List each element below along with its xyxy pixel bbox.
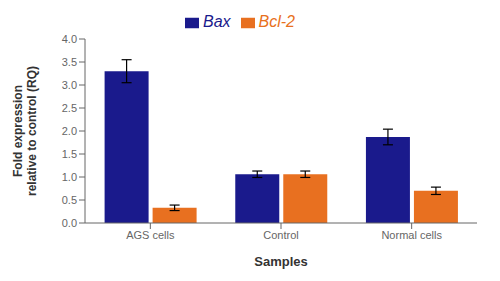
svg-text:Samples: Samples [254, 254, 307, 269]
html-text:Bax: Bax [203, 13, 231, 30]
svg-text:2.5: 2.5 [62, 102, 77, 114]
svg-text:3.5: 3.5 [62, 56, 77, 68]
svg-text:AGS cells: AGS cells [126, 229, 175, 241]
svg-text:4.0: 4.0 [62, 33, 77, 45]
svg-text:0.0: 0.0 [62, 217, 77, 229]
html-text:Bcl-2: Bcl-2 [258, 13, 295, 30]
svg-text:0.5: 0.5 [62, 194, 77, 206]
svg-text:Control: Control [263, 229, 298, 241]
svg-text:3.0: 3.0 [62, 79, 77, 91]
svg-text:Normal cells: Normal cells [381, 229, 442, 241]
svg-text:2.0: 2.0 [62, 125, 77, 137]
svg-text:1.0: 1.0 [62, 171, 77, 183]
svg-text:1.5: 1.5 [62, 148, 77, 160]
svg-text:Fold expressionrelative to con: Fold expressionrelative to control (RQ) [11, 66, 39, 196]
